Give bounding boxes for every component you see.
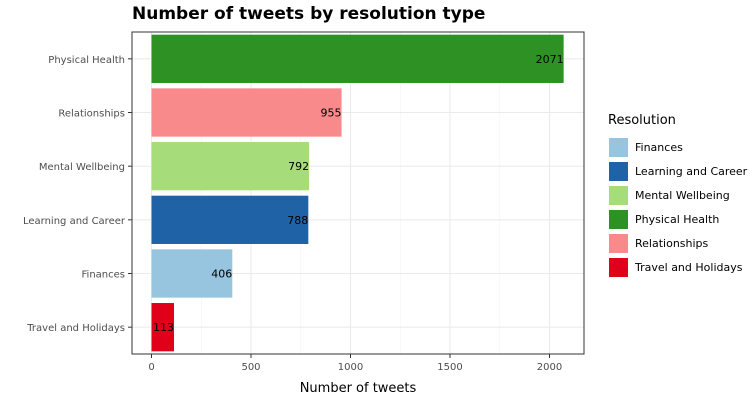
x-tick-label-1000: 1000 [338, 362, 363, 373]
bar-travel-and-holidays [151, 303, 174, 352]
data-label-relationships: 955 [321, 107, 342, 120]
legend-item-travel-and-holidays: Travel and Holidays [608, 255, 747, 279]
y-tick-label-finances: Finances [82, 270, 125, 281]
legend-item-finances: Finances [608, 135, 747, 159]
legend-label: Learning and Career [635, 164, 748, 178]
bar-relationships [151, 88, 342, 137]
x-tick-label-1500: 1500 [437, 362, 462, 373]
bar-mental-wellbeing [151, 142, 310, 191]
bar-physical-health [151, 34, 564, 83]
legend: Resolution Finances Learning and Career Me… [608, 113, 747, 279]
x-axis-title: Number of tweets [300, 381, 417, 396]
legend-item-relationships: Relationships [608, 231, 747, 255]
legend-label: Finances [635, 140, 683, 154]
legend-title: Resolution [608, 113, 676, 128]
legend-label: Travel and Holidays [635, 260, 743, 274]
data-label-mental-wellbeing: 792 [288, 160, 309, 173]
legend-item-learning-and-career: Learning and Career [608, 159, 747, 183]
bar-learning-and-career [151, 195, 309, 244]
y-tick-label-travel-and-holidays: Travel and Holidays [26, 323, 125, 334]
legend-label: Physical Health [635, 212, 720, 226]
data-label-travel-and-holidays: 113 [153, 321, 174, 334]
legend-label: Relationships [635, 236, 709, 250]
chart-title: Number of tweets by resolution type [132, 4, 486, 24]
y-tick-label-relationships: Relationships [58, 109, 125, 120]
x-tick-label-2000: 2000 [537, 362, 562, 373]
y-tick-label-learning-and-career: Learning and Career [23, 216, 126, 227]
legend-swatch [608, 160, 629, 182]
legend-swatch [608, 256, 629, 278]
data-label-physical-health: 2071 [536, 53, 564, 66]
legend-swatch [608, 184, 629, 206]
legend-items: Finances Learning and Career Mental Wellbe… [608, 135, 747, 279]
data-label-learning-and-career: 788 [287, 214, 308, 227]
bar-finances [151, 249, 233, 298]
legend-item-mental-wellbeing: Mental Wellbeing [608, 183, 747, 207]
data-label-finances: 406 [211, 268, 232, 281]
panel-border [131, 31, 585, 355]
legend-item-physical-health: Physical Health [608, 207, 747, 231]
y-tick-label-mental-wellbeing: Mental Wellbeing [39, 162, 125, 173]
legend-swatch [608, 208, 629, 230]
legend-label: Mental Wellbeing [635, 188, 730, 202]
legend-swatch [608, 136, 629, 158]
y-tick-label-physical-health: Physical Health [48, 55, 125, 66]
x-tick-label-0: 0 [148, 362, 154, 373]
legend-swatch [608, 232, 629, 254]
plot-panel [132, 32, 584, 354]
x-tick-label-500: 500 [241, 362, 260, 373]
